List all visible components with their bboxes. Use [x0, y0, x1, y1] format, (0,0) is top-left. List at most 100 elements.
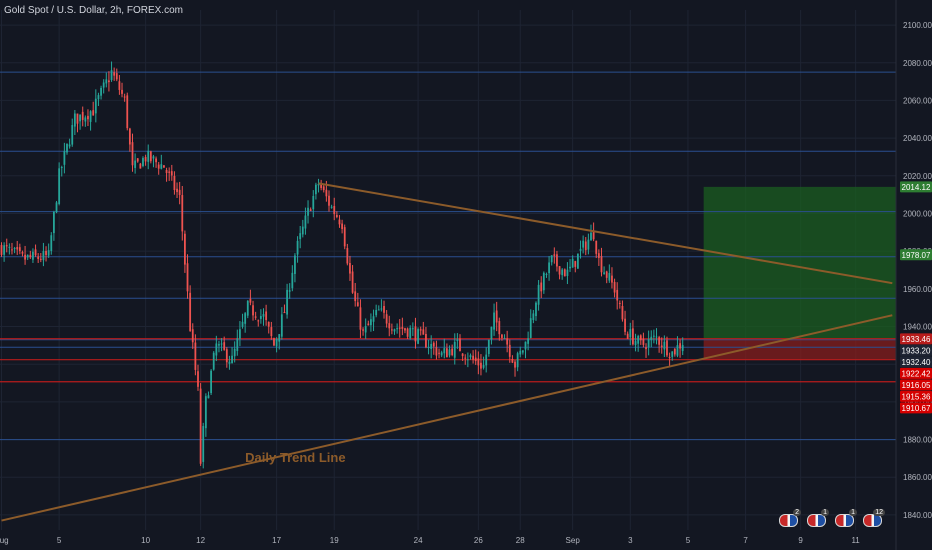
candle-body [542, 272, 545, 291]
candle-body [147, 150, 150, 162]
price-tag-box [900, 333, 932, 345]
event-flag-icon[interactable]: 2 [779, 509, 801, 527]
candle-body [259, 316, 262, 319]
candle-body [236, 338, 239, 352]
candle-body [508, 344, 511, 357]
candle-body [600, 256, 603, 273]
candle-body [113, 72, 116, 76]
price-tag-label: 1916.05 [902, 381, 931, 390]
candle-body [443, 348, 446, 354]
candle-body [597, 253, 600, 258]
candle-body [63, 151, 66, 165]
candle-body [393, 329, 396, 332]
candle-body [73, 113, 76, 127]
price-tag-label: 1932.40 [902, 358, 931, 367]
price-tag-box [900, 402, 932, 414]
candle-body [79, 114, 81, 122]
candle-body [647, 339, 650, 348]
time-tick-label: 5 [57, 536, 62, 545]
candle-body [650, 336, 653, 341]
candle-body [626, 333, 629, 339]
candle-body [388, 323, 391, 329]
candle-body [566, 269, 569, 276]
candle-body [516, 353, 519, 368]
candle-body [338, 219, 341, 225]
price-tag-box [900, 344, 932, 356]
candle-body [459, 338, 461, 352]
price-tag-box [900, 249, 932, 261]
candle-body [511, 358, 514, 363]
annotations: Daily Trend Line [245, 450, 345, 465]
candle-body [521, 350, 524, 353]
candle-body [666, 340, 668, 356]
price-tick-label: 2000.00 [903, 209, 932, 218]
candle-body [160, 164, 163, 169]
candle-body [270, 327, 273, 337]
candle-body [385, 314, 388, 324]
candle-body [375, 310, 378, 316]
candle-body [178, 189, 181, 195]
candle-body [42, 251, 45, 261]
candle-body [451, 348, 454, 356]
candle-body [409, 327, 412, 339]
candle-body [414, 326, 417, 342]
candle-body [411, 328, 414, 330]
candle-body [582, 240, 585, 248]
candle-body [210, 370, 212, 394]
candle-body [320, 184, 323, 188]
candle-body [202, 426, 205, 462]
candle-body [485, 354, 488, 366]
candle-body [267, 321, 270, 327]
candle-body [466, 359, 469, 361]
candle-body [102, 82, 105, 88]
candle-body [34, 249, 37, 256]
candle-body [605, 271, 608, 278]
candle-body [370, 319, 372, 326]
time-tick-label: 9 [798, 536, 803, 545]
candle-body [616, 289, 619, 301]
candle-body [53, 211, 55, 234]
candle-body [349, 263, 351, 274]
candle-body [246, 300, 249, 316]
candle-body [548, 262, 550, 274]
candle-body [430, 344, 433, 349]
candle-body [5, 245, 8, 247]
candle-body [58, 168, 61, 204]
candle-body [223, 342, 226, 350]
candle-body [139, 163, 142, 169]
candle-body [655, 336, 658, 338]
candle-body [186, 263, 189, 292]
candle-body [173, 175, 176, 191]
trendlines [1, 182, 893, 522]
candle-body [487, 339, 490, 354]
candle-body [425, 333, 427, 348]
price-tick-label: 1940.00 [903, 323, 932, 332]
candle-body [165, 169, 168, 174]
price-tag-label: 1933.46 [902, 335, 931, 344]
price-tick-label: 2040.00 [903, 134, 932, 143]
candle-body [220, 343, 223, 345]
candle-body [307, 207, 309, 216]
time-axis[interactable]: Aug 5 10 12 17 19 24 26 28 Sep 3 5 7 9 11 [0, 536, 860, 545]
candle-body [456, 339, 459, 341]
price-tick-label: 1960.00 [903, 285, 932, 294]
candle-body [128, 128, 131, 145]
candle-body [577, 253, 579, 269]
event-flag-icon[interactable]: 1 [807, 509, 829, 527]
event-flag-icon[interactable]: 1 [835, 509, 857, 527]
candle-body [136, 158, 139, 162]
candle-body [587, 239, 590, 250]
candle-body [309, 209, 312, 211]
event-flag-icon[interactable]: 12 [863, 509, 885, 527]
candle-body [550, 255, 553, 263]
candle-body [134, 160, 137, 168]
candle-body [673, 348, 676, 355]
price-tick-label: 1860.00 [903, 473, 932, 482]
candle-body [108, 80, 110, 83]
candle-body [558, 266, 561, 275]
candle-body [346, 248, 349, 264]
candle-body [422, 329, 425, 335]
candle-body [372, 316, 375, 322]
